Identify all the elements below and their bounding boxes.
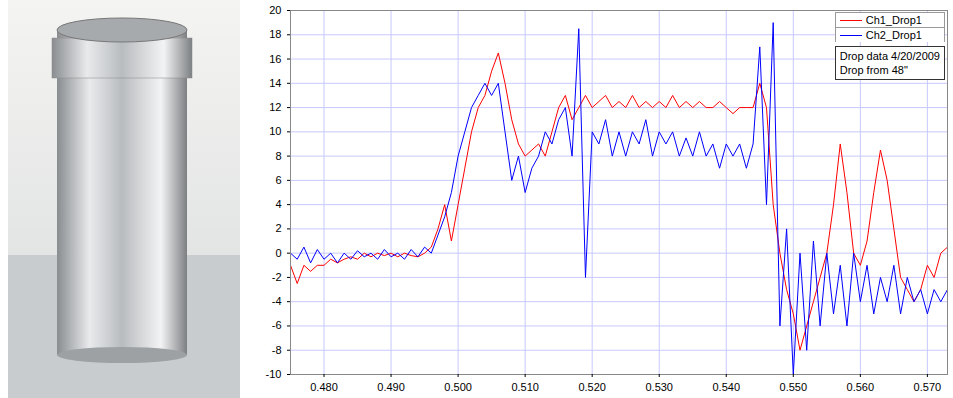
svg-text:0.510: 0.510 [511, 381, 539, 393]
svg-text:0.490: 0.490 [377, 381, 405, 393]
svg-text:-2: -2 [272, 271, 282, 283]
svg-text:16: 16 [269, 53, 281, 65]
svg-text:-4: -4 [272, 295, 282, 307]
svg-text:0.560: 0.560 [847, 381, 875, 393]
svg-text:10: 10 [269, 125, 281, 137]
svg-text:0: 0 [275, 247, 281, 259]
svg-text:-6: -6 [272, 319, 282, 331]
svg-text:0.500: 0.500 [444, 381, 472, 393]
svg-text:8: 8 [275, 150, 281, 162]
html-text:Drop from 48": Drop from 48" [839, 64, 908, 76]
svg-text:2: 2 [275, 222, 281, 234]
svg-text:0.550: 0.550 [780, 381, 808, 393]
svg-text:12: 12 [269, 101, 281, 113]
svg-text:0.520: 0.520 [578, 381, 606, 393]
svg-text:20: 20 [269, 4, 281, 16]
svg-text:4: 4 [275, 198, 281, 210]
svg-text:0.570: 0.570 [914, 381, 942, 393]
svg-text:-8: -8 [272, 344, 282, 356]
svg-text:0.530: 0.530 [645, 381, 673, 393]
svg-text:6: 6 [275, 174, 281, 186]
svg-text:0.540: 0.540 [712, 381, 740, 393]
svg-text:0.480: 0.480 [310, 381, 338, 393]
html-text:Ch2_Drop1: Ch2_Drop1 [865, 29, 922, 41]
html-text:Ch1_Drop1: Ch1_Drop1 [865, 14, 922, 26]
svg-text:18: 18 [269, 28, 281, 40]
html-text:Drop data 4/20/2009: Drop data 4/20/2009 [839, 50, 940, 62]
svg-text:14: 14 [269, 77, 281, 89]
svg-text:-10: -10 [266, 368, 282, 380]
